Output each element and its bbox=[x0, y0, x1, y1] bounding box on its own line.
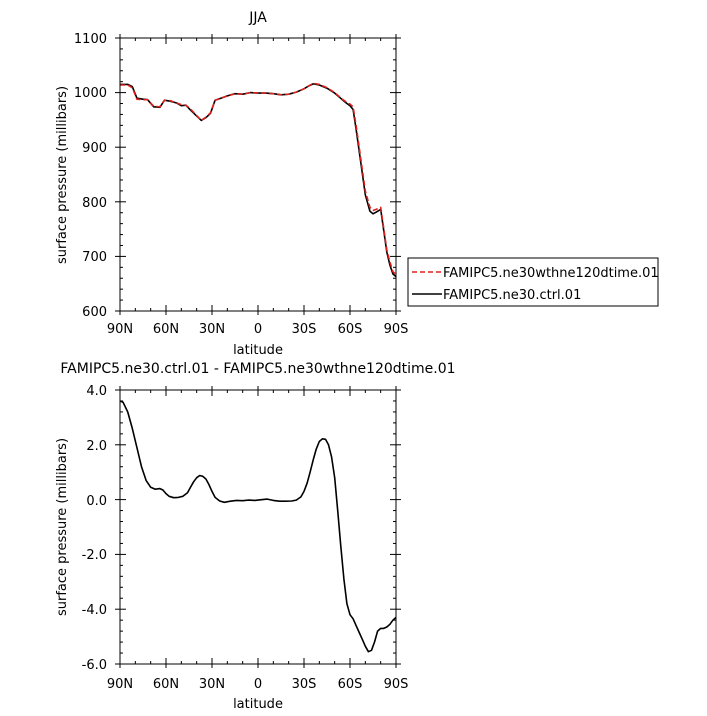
top-x-tick-label-60n: 60N bbox=[153, 322, 179, 337]
top-x-axis-label: latitude bbox=[233, 343, 283, 358]
top-x-tick-label-90n: 90N bbox=[107, 322, 133, 337]
top-series-lines bbox=[120, 82, 397, 278]
legend-label-control: FAMIPC5.ne30.ctrl.01 bbox=[443, 288, 581, 303]
bottom-x-tick-labels: 90N 60N 30N 0 30S 60S 90S bbox=[107, 677, 409, 692]
legend-label-experiment: FAMIPC5.ne30wthne120dtime.01 bbox=[443, 266, 659, 281]
bottom-x-tick-label-30s: 30S bbox=[292, 677, 317, 692]
top-title: JJA bbox=[248, 10, 267, 26]
bottom-y-tick-label-neg6: -6.0 bbox=[82, 658, 107, 673]
bottom-y-tick-label-0: 0.0 bbox=[86, 494, 107, 509]
top-x-tick-label-60s: 60S bbox=[338, 322, 363, 337]
top-y-tick-label-700: 700 bbox=[82, 250, 107, 265]
legend-box bbox=[407, 257, 659, 307]
bottom-x-tick-label-60s: 60S bbox=[338, 677, 363, 692]
top-y-tick-label-1000: 1000 bbox=[74, 86, 107, 101]
bottom-x-tick-label-0: 0 bbox=[254, 677, 262, 692]
bottom-x-axis-label: latitude bbox=[233, 697, 283, 712]
top-y-axis-label: surface pressure (millibars) bbox=[55, 86, 70, 264]
bottom-y-axis-label: surface pressure (millibars) bbox=[55, 438, 70, 616]
top-y-tick-label-900: 900 bbox=[82, 141, 107, 156]
bottom-series-lines bbox=[119, 400, 397, 653]
top-legend: FAMIPC5.ne30wthne120dtime.01 FAMIPC5.ne3… bbox=[407, 257, 659, 307]
top-y-tick-labels: 600 700 800 900 1000 1100 bbox=[74, 32, 107, 320]
top-panel: JJA 600 700 800 900 1000 1100 90N 60N 30… bbox=[55, 10, 659, 358]
bottom-y-tick-label-neg2: -2.0 bbox=[82, 548, 107, 563]
bottom-y-tick-label-4: 4.0 bbox=[86, 384, 107, 399]
top-series-line-dashed-red bbox=[120, 82, 397, 276]
top-x-tick-label-30s: 30S bbox=[292, 322, 317, 337]
bottom-y-tick-label-neg4: -4.0 bbox=[82, 603, 107, 618]
bottom-tick-marks bbox=[115, 386, 401, 668]
bottom-title: FAMIPC5.ne30.ctrl.01 - FAMIPC5.ne30wthne… bbox=[60, 361, 455, 377]
top-y-tick-label-600: 600 bbox=[82, 305, 107, 320]
bottom-x-tick-label-60n: 60N bbox=[153, 677, 179, 692]
bottom-y-tick-labels: -6.0 -4.0 -2.0 0.0 2.0 4.0 bbox=[82, 384, 107, 673]
bottom-x-tick-label-90n: 90N bbox=[107, 677, 133, 692]
bottom-x-tick-label-30n: 30N bbox=[199, 677, 225, 692]
bottom-y-tick-label-2: 2.0 bbox=[86, 439, 107, 454]
bottom-series-line-difference bbox=[119, 400, 397, 653]
bottom-plot-frame bbox=[119, 389, 397, 665]
top-tick-marks bbox=[115, 34, 401, 315]
top-x-tick-labels: 90N 60N 30N 0 30S 60S 90S bbox=[107, 322, 409, 337]
bottom-x-tick-label-90s: 90S bbox=[384, 677, 409, 692]
top-x-tick-label-30n: 30N bbox=[199, 322, 225, 337]
top-y-tick-label-800: 800 bbox=[82, 196, 107, 211]
top-plot-frame bbox=[119, 37, 397, 312]
top-y-tick-label-1100: 1100 bbox=[74, 32, 107, 47]
bottom-panel: FAMIPC5.ne30.ctrl.01 - FAMIPC5.ne30wthne… bbox=[55, 361, 456, 712]
top-x-tick-label-90s: 90S bbox=[384, 322, 409, 337]
top-x-tick-label-0: 0 bbox=[254, 322, 262, 337]
